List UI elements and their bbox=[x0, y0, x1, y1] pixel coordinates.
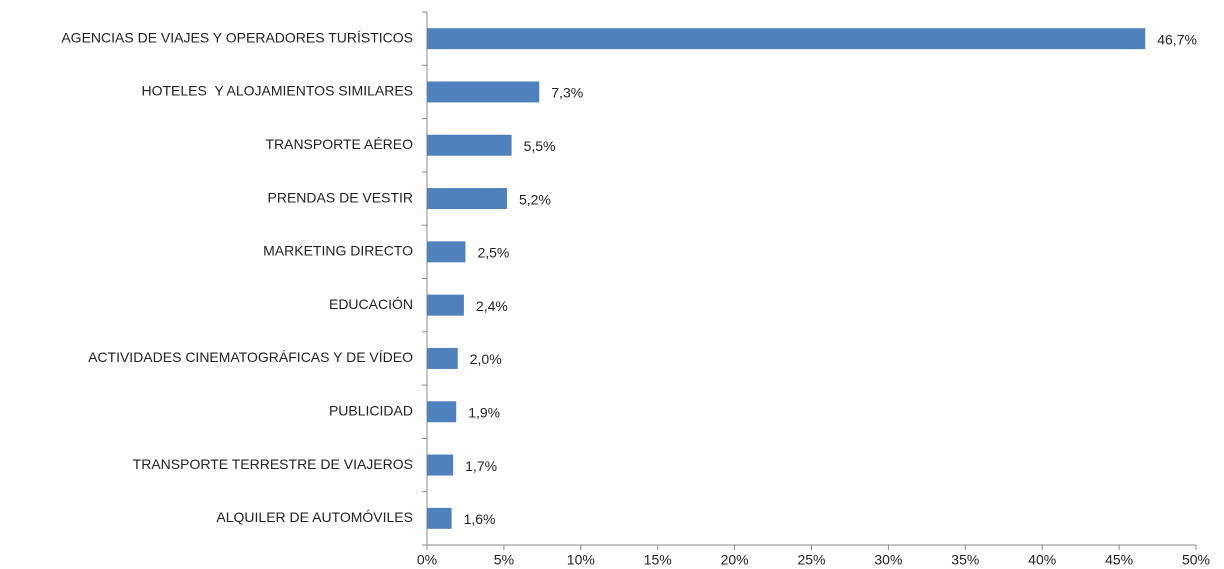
value-label: 5,2% bbox=[519, 191, 551, 207]
category-label: TRANSPORTE AÉREO bbox=[265, 136, 413, 152]
bar bbox=[427, 454, 454, 476]
x-tick-label: 30% bbox=[874, 552, 902, 568]
category-label: ALQUILER DE AUTOMÓVILES bbox=[216, 509, 413, 525]
value-label: 7,3% bbox=[551, 85, 583, 101]
category-label: ACTIVIDADES CINEMATOGRÁFICAS Y DE VÍDEO bbox=[88, 349, 413, 365]
bar bbox=[427, 28, 1146, 50]
x-tick-label: 50% bbox=[1182, 552, 1210, 568]
category-label: MARKETING DIRECTO bbox=[263, 243, 413, 259]
bar bbox=[427, 81, 540, 103]
x-tick-label: 5% bbox=[494, 552, 514, 568]
value-label: 2,4% bbox=[476, 298, 508, 314]
bar bbox=[427, 507, 452, 529]
bar bbox=[427, 241, 466, 263]
value-label: 2,5% bbox=[477, 245, 509, 261]
x-tick-label: 0% bbox=[417, 552, 437, 568]
x-tick-label: 35% bbox=[951, 552, 979, 568]
category-label: AGENCIAS DE VIAJES Y OPERADORES TURÍSTIC… bbox=[61, 29, 413, 45]
x-tick-label: 25% bbox=[797, 552, 825, 568]
bar bbox=[427, 294, 464, 316]
category-label: PRENDAS DE VESTIR bbox=[268, 189, 413, 205]
x-tick-label: 15% bbox=[644, 552, 672, 568]
category-label: EDUCACIÓN bbox=[329, 296, 413, 312]
x-tick-label: 10% bbox=[567, 552, 595, 568]
value-label: 2,0% bbox=[470, 351, 502, 367]
bar bbox=[427, 134, 512, 156]
category-label: HOTELES Y ALOJAMIENTOS SIMILARES bbox=[141, 83, 413, 99]
value-label: 5,5% bbox=[524, 138, 556, 154]
value-label: 1,9% bbox=[468, 404, 500, 420]
value-label: 1,7% bbox=[465, 458, 497, 474]
value-label: 1,6% bbox=[464, 511, 496, 527]
bar bbox=[427, 347, 458, 369]
x-tick-label: 40% bbox=[1028, 552, 1056, 568]
bar bbox=[427, 188, 507, 210]
bar bbox=[427, 401, 457, 423]
category-label: TRANSPORTE TERRESTRE DE VIAJEROS bbox=[133, 456, 413, 472]
x-tick-label: 45% bbox=[1105, 552, 1133, 568]
value-label: 46,7% bbox=[1157, 31, 1197, 47]
category-label: PUBLICIDAD bbox=[329, 402, 413, 418]
x-tick-label: 20% bbox=[721, 552, 749, 568]
